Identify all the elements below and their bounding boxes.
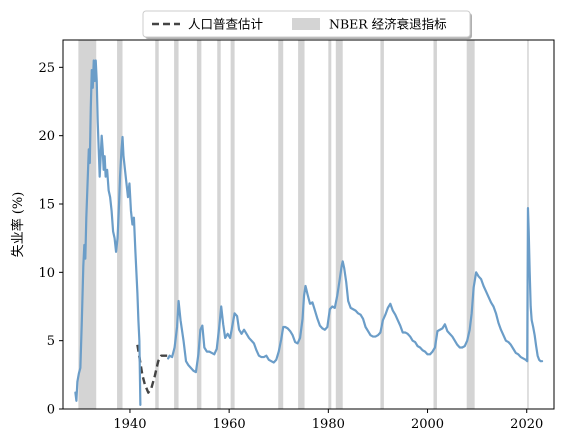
y-tick-label-5: 5 <box>47 334 55 349</box>
recession-band-11 <box>380 40 384 409</box>
recession-band-9 <box>328 40 332 409</box>
legend-label-census: 人口普查估计 <box>188 17 263 32</box>
census-estimate-line <box>136 344 168 394</box>
x-tick-label-1960: 1960 <box>213 417 246 432</box>
recession-band-3 <box>174 40 179 409</box>
unemployment-line-2 <box>167 207 544 374</box>
recession-band-8 <box>298 40 305 409</box>
y-tick-label-10: 10 <box>38 266 55 281</box>
legend: 人口普查估计 NBER 经济衰退指标 <box>142 10 472 39</box>
y-axis-ticks: 0 5 10 15 20 25 <box>38 61 63 418</box>
series-lines <box>74 59 544 406</box>
x-tick-label-1980: 1980 <box>312 417 345 432</box>
recession-band-2 <box>155 40 159 409</box>
x-tick-label-2020: 2020 <box>510 417 543 432</box>
x-tick-label-1940: 1940 <box>113 417 146 432</box>
recession-band-6 <box>230 40 235 409</box>
legend-label-recession: NBER 经济衰退指标 <box>329 17 447 32</box>
unemployment-line-1 <box>74 59 142 406</box>
x-tick-label-2000: 2000 <box>411 417 444 432</box>
y-axis-label: 失业率 (%) <box>10 192 26 258</box>
y-tick-label-0: 0 <box>47 403 55 418</box>
recession-band-12 <box>433 40 437 409</box>
recession-band-7 <box>278 40 284 409</box>
x-axis-ticks: 1940 1960 1980 2000 2020 <box>113 409 543 432</box>
y-tick-label-15: 15 <box>38 198 55 213</box>
recession-band-1 <box>117 40 123 409</box>
recession-band-5 <box>217 40 221 409</box>
legend-swatch-recession <box>292 18 320 30</box>
plot-frame <box>62 39 555 410</box>
y-tick-label-20: 20 <box>38 129 55 144</box>
recession-band-4 <box>196 40 202 409</box>
recession-band-10 <box>335 40 343 409</box>
y-tick-label-25: 25 <box>38 61 55 76</box>
recession-band-13 <box>466 40 475 409</box>
recession-bands <box>78 40 529 409</box>
